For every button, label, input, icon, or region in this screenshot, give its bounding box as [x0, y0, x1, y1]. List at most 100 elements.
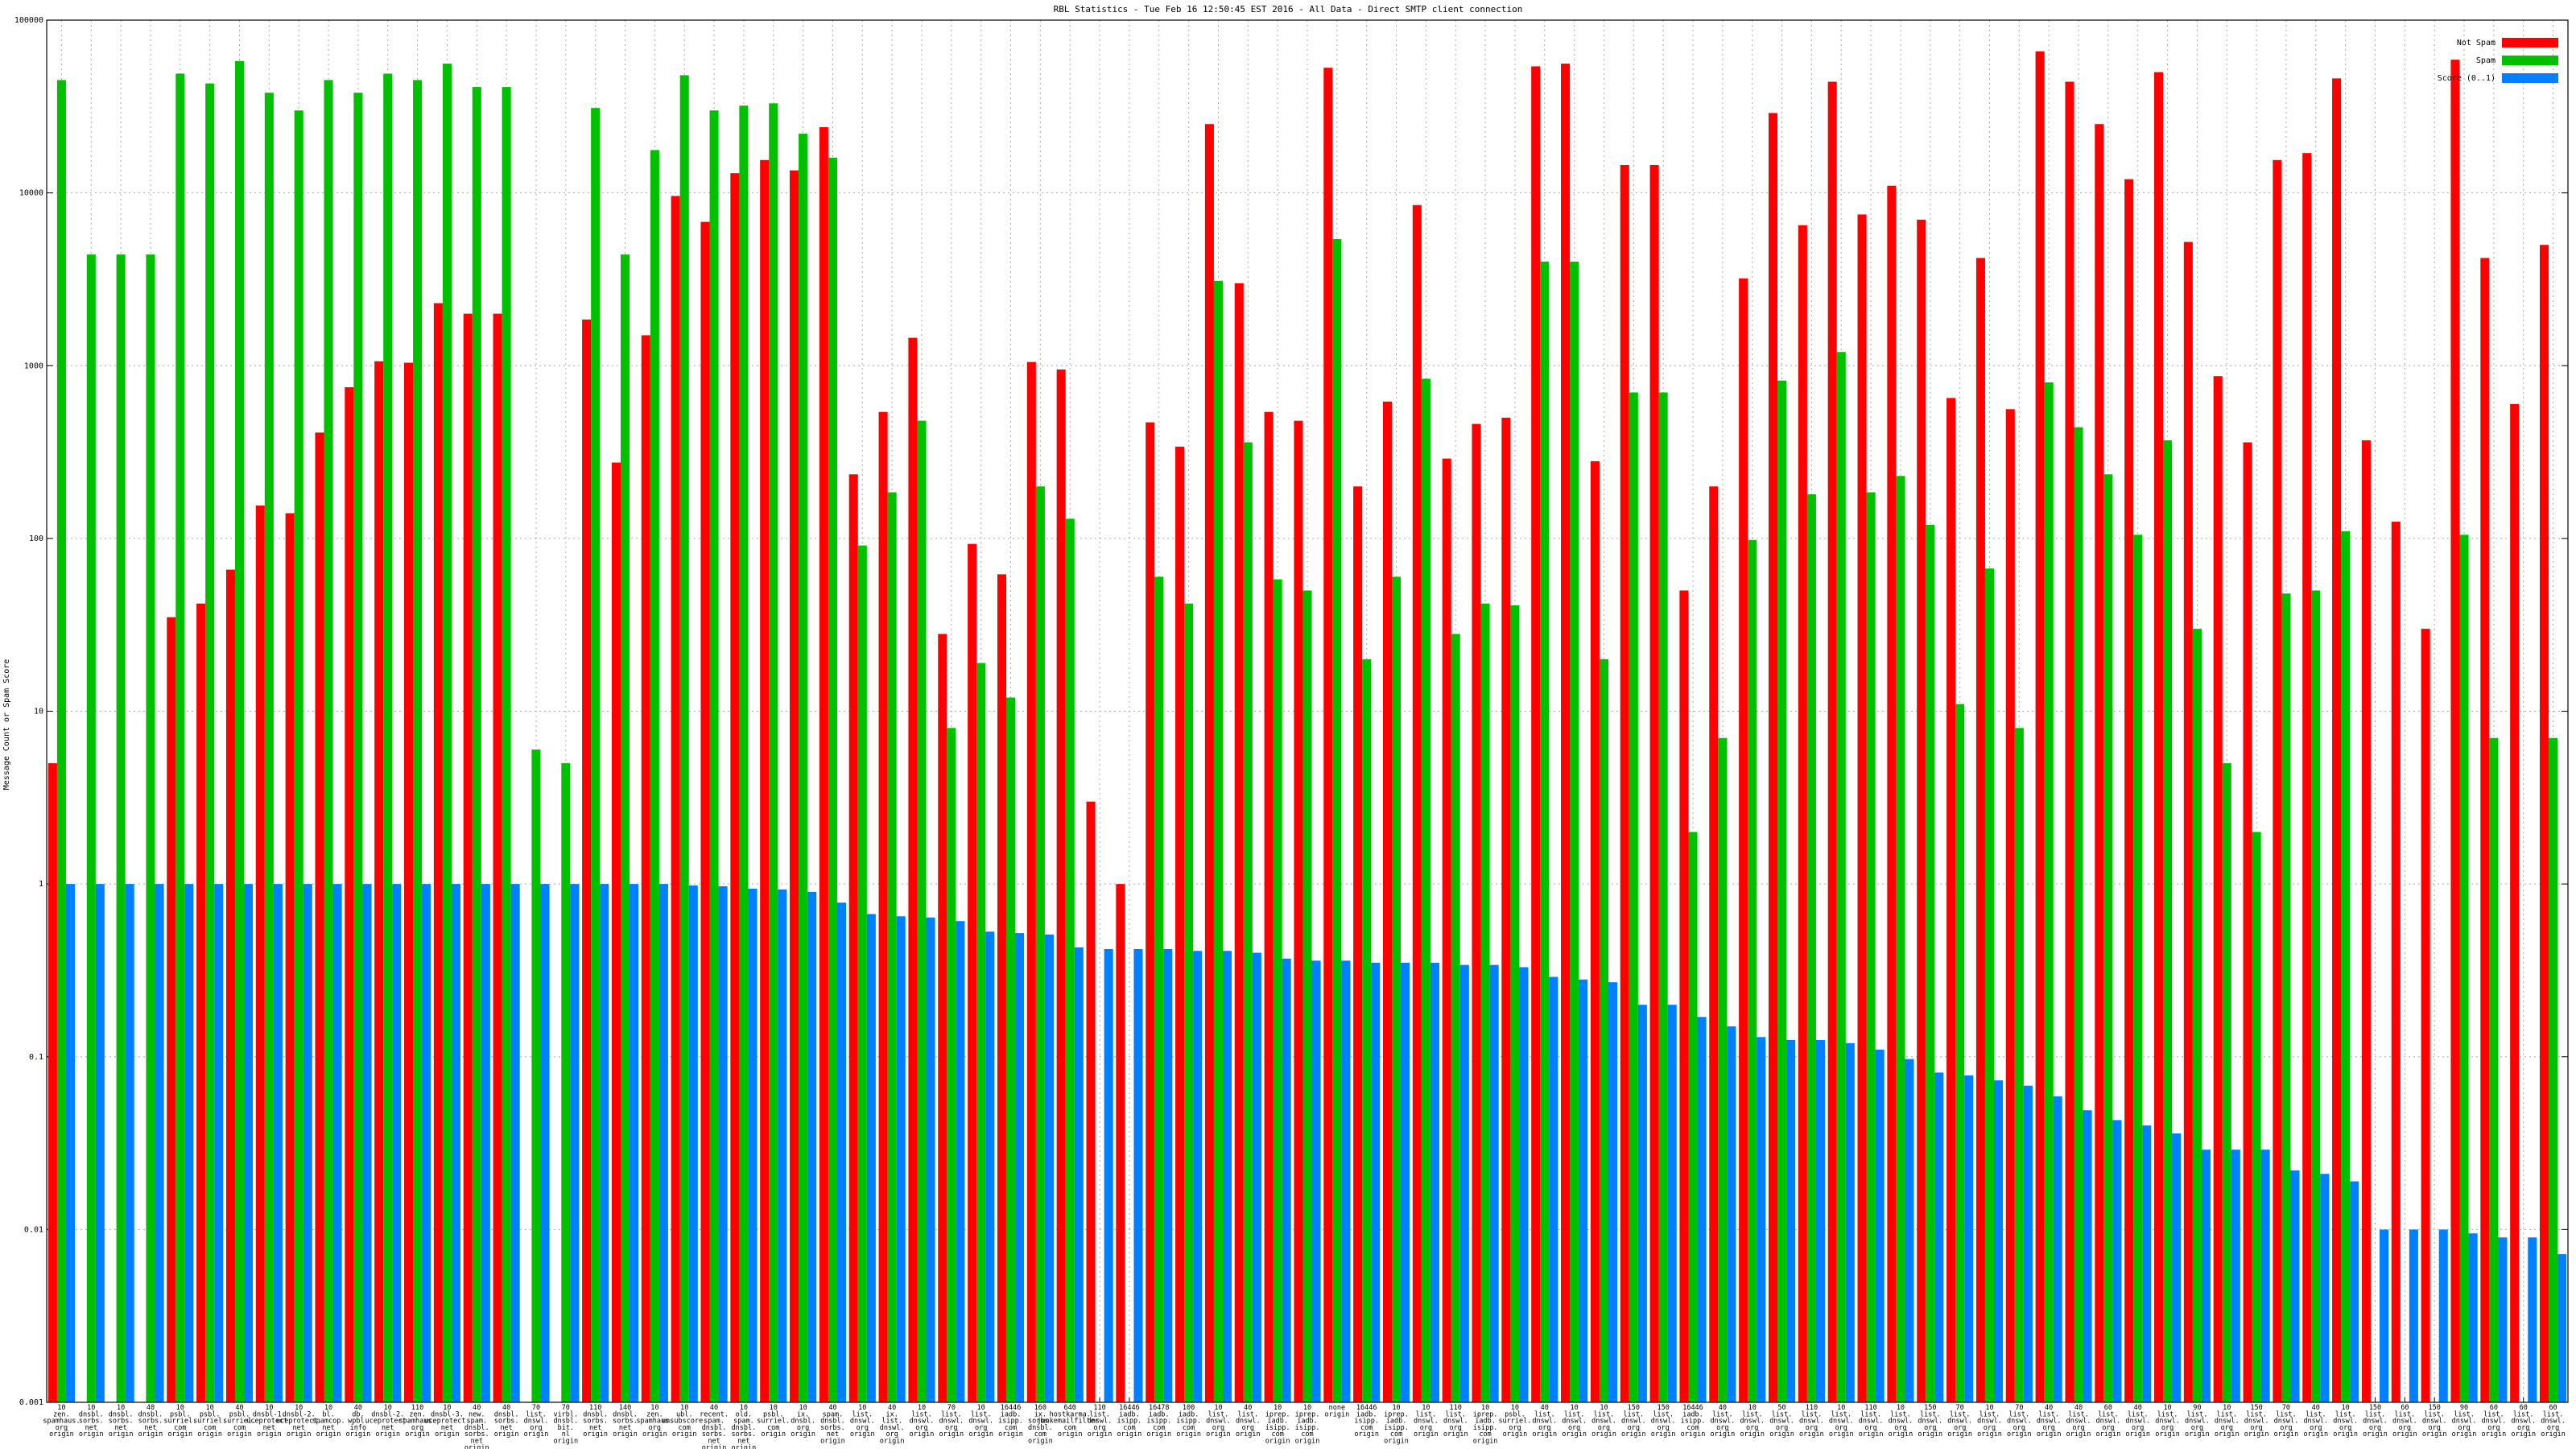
x-tick-label: dnswl. — [1889, 1418, 1913, 1426]
x-tick-label: iadb. — [1149, 1410, 1170, 1418]
x-tick-label: list. — [1594, 1410, 1615, 1418]
x-tick-label: spam. — [704, 1418, 724, 1426]
bar — [214, 884, 224, 1402]
x-tick-label: org — [530, 1424, 542, 1432]
bar — [1323, 68, 1333, 1403]
x-tick-label: dnsbl. — [109, 1410, 134, 1418]
x-tick-label: org — [2458, 1424, 2470, 1432]
bar — [2450, 60, 2460, 1402]
bar — [392, 884, 402, 1402]
bar — [303, 884, 312, 1402]
bar — [175, 73, 185, 1402]
x-tick-label: dnsbl. — [732, 1424, 757, 1432]
bar — [1332, 239, 1342, 1402]
bar — [184, 884, 194, 1402]
x-tick-label: 10 — [443, 1404, 451, 1412]
y-tick-label: 0.001 — [19, 1398, 43, 1407]
x-tick-label: net — [500, 1424, 512, 1432]
bar — [2192, 629, 2202, 1402]
x-tick-label: list. — [2543, 1410, 2564, 1418]
bar — [502, 87, 511, 1403]
bar — [1827, 81, 1837, 1403]
bar — [2103, 474, 2113, 1402]
bar — [836, 902, 847, 1402]
x-tick-label: org — [1716, 1424, 1728, 1432]
bar — [345, 387, 354, 1403]
x-tick-label: com — [204, 1424, 216, 1432]
bar — [1896, 476, 1905, 1402]
x-tick-label: new. — [469, 1410, 485, 1418]
bar — [442, 64, 452, 1402]
bar — [1777, 380, 1787, 1403]
bar — [1341, 960, 1351, 1402]
x-tick-label: origin — [642, 1430, 667, 1439]
x-tick-label: 60 — [2520, 1404, 2528, 1412]
legend-swatch — [2502, 38, 2558, 47]
x-tick-label: org — [2161, 1424, 2174, 1432]
x-tick-label: dnswl. — [1710, 1418, 1735, 1426]
x-tick-label: dnswl. — [2363, 1418, 2388, 1426]
x-tick-label: origin — [1088, 1430, 1113, 1439]
x-tick-label: iprep. — [1473, 1410, 1498, 1418]
x-tick-label: net — [827, 1430, 839, 1439]
x-tick-label: 16478 — [1149, 1404, 1170, 1412]
bar — [404, 362, 414, 1402]
x-tick-label: 10 — [1600, 1404, 1608, 1412]
x-tick-label: list. — [1831, 1410, 1852, 1418]
bar — [1629, 392, 1638, 1402]
x-tick-label: list. — [852, 1410, 873, 1418]
x-tick-label: origin — [2363, 1430, 2388, 1439]
x-tick-label: dnsbl. — [464, 1424, 489, 1432]
bar — [234, 60, 245, 1402]
x-tick-label: dnswl. — [1532, 1418, 1557, 1426]
x-tick-label: 40 — [888, 1404, 896, 1412]
x-tick-label: dnswl. — [1443, 1418, 1468, 1426]
x-tick-label: 16446 — [1682, 1404, 1703, 1412]
x-tick-label: org — [649, 1424, 661, 1432]
x-tick-label: dnsbl. — [1028, 1424, 1053, 1432]
x-tick-label: origin — [1028, 1438, 1053, 1446]
x-tick-label: org — [915, 1424, 927, 1432]
x-tick-label: origin — [2185, 1430, 2210, 1439]
x-tick-label: 40 — [147, 1404, 155, 1412]
x-tick-label: origin — [1414, 1430, 1439, 1439]
x-tick-label: origin — [1621, 1430, 1646, 1439]
bar — [976, 663, 986, 1402]
bar — [1570, 262, 1579, 1403]
bar — [2273, 159, 2282, 1403]
x-tick-label: list. — [1772, 1410, 1793, 1418]
legend-label: Spam — [2476, 56, 2496, 65]
x-tick-label: org — [857, 1424, 869, 1432]
x-tick-label: dnswl. — [1088, 1418, 1113, 1426]
bar — [769, 103, 778, 1402]
x-tick-label: 10 — [858, 1404, 866, 1412]
x-tick-label: hostkarma. — [1050, 1410, 1091, 1418]
bar — [353, 93, 363, 1402]
x-tick-label: uceprotect. — [424, 1418, 469, 1426]
bar — [95, 884, 105, 1402]
bar — [878, 411, 888, 1402]
x-tick-label: org — [2399, 1424, 2411, 1432]
x-tick-label: list. — [2483, 1410, 2504, 1418]
x-tick-label: wpbl. — [348, 1418, 369, 1426]
x-tick-label: isipp. — [1117, 1418, 1142, 1426]
x-tick-label: org — [2132, 1424, 2144, 1432]
bar — [1709, 486, 1719, 1403]
x-tick-label: sorbs. — [109, 1418, 134, 1426]
bar — [2361, 440, 2371, 1402]
bar — [2302, 153, 2312, 1402]
bar — [1371, 962, 1381, 1402]
x-tick-label: 10 — [1214, 1404, 1222, 1412]
x-tick-label: dnswl. — [1236, 1418, 1261, 1426]
bar — [1757, 1037, 1766, 1402]
x-tick-label: iadb. — [1682, 1410, 1703, 1418]
bar — [1917, 219, 1926, 1402]
x-tick-label: origin — [968, 1430, 993, 1439]
x-tick-label: surriel. — [163, 1418, 196, 1426]
x-tick-label: org — [1954, 1424, 1966, 1432]
x-tick-label: origin — [998, 1430, 1023, 1439]
x-tick-label: net — [708, 1438, 720, 1446]
x-tick-label: iprep. — [1265, 1410, 1290, 1418]
x-tick-label: old. — [736, 1410, 752, 1418]
bar — [1472, 423, 1481, 1402]
